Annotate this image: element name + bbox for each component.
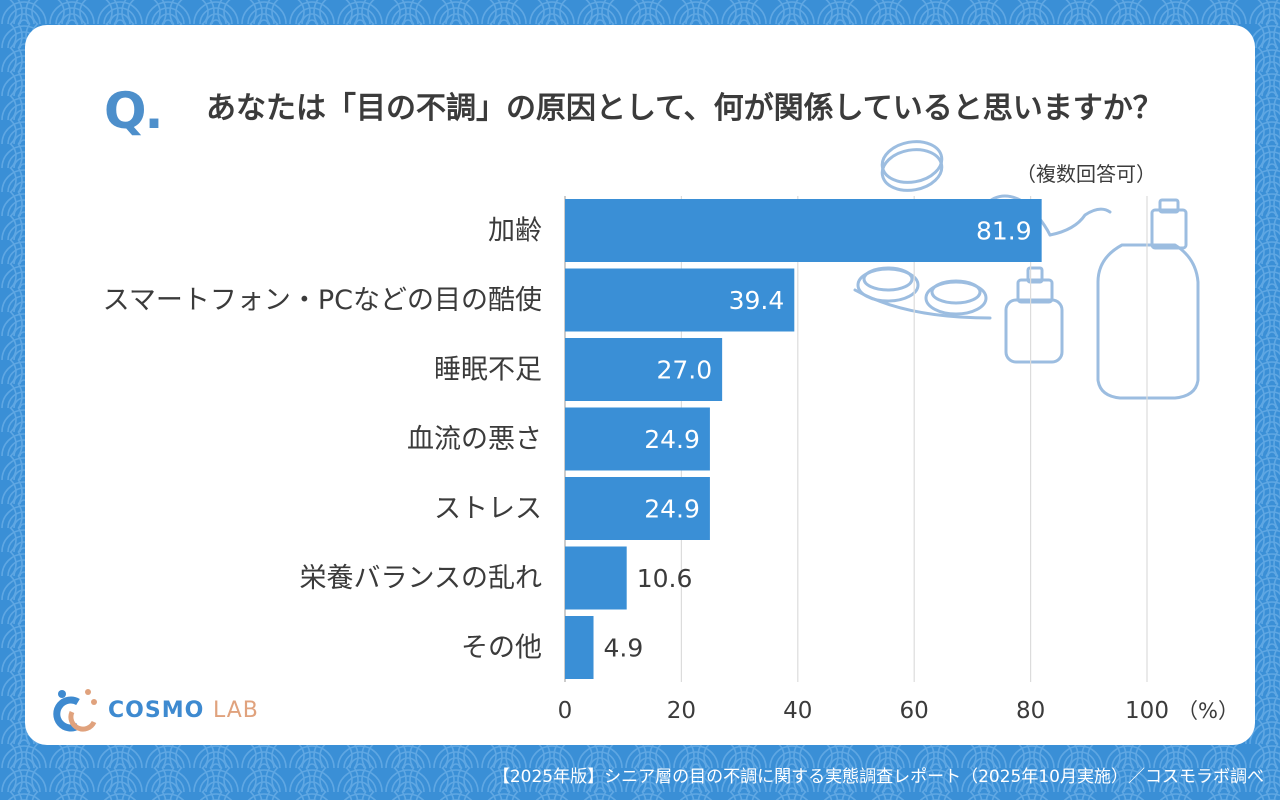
category-label-2: 睡眠不足 xyxy=(434,355,542,386)
x-tick-label-20: 20 xyxy=(667,698,696,724)
bar-1 xyxy=(565,268,795,332)
multiple-answer-note: （複数回答可） xyxy=(1016,162,1156,186)
x-tick-label-0: 0 xyxy=(558,698,573,724)
x-tick-label-80: 80 xyxy=(1016,698,1045,724)
x-tick-label-60: 60 xyxy=(900,698,929,724)
value-label-3: 24.9 xyxy=(644,425,700,454)
category-label-6: その他 xyxy=(461,633,542,664)
question-mark: Q. xyxy=(104,82,163,140)
bar-0 xyxy=(565,199,1042,262)
value-label-6: 4.9 xyxy=(604,634,644,663)
cosmo-lab-logo-text: COSMO LAB xyxy=(108,698,259,723)
category-label-4: ストレス xyxy=(434,494,542,525)
logo-sub-text: LAB xyxy=(212,698,259,723)
bar-6 xyxy=(565,616,594,679)
x-axis-unit: （%） xyxy=(1177,699,1239,723)
category-label-5: 栄養バランスの乱れ xyxy=(300,563,542,594)
bar-3 xyxy=(565,407,710,471)
bar-5 xyxy=(565,546,627,610)
x-tick-label-40: 40 xyxy=(783,698,812,724)
cosmo-lab-logo-icon xyxy=(53,689,97,732)
category-label-1: スマートフォン・PCなどの目の酷使 xyxy=(103,285,542,316)
question-title: あなたは「目の不調」の原因として、何が関係していると思いますか？ xyxy=(206,91,1163,126)
value-label-1: 39.4 xyxy=(729,286,785,315)
value-label-2: 27.0 xyxy=(656,356,712,385)
value-label-4: 24.9 xyxy=(644,495,700,524)
value-label-0: 81.9 xyxy=(976,217,1032,246)
bar-2 xyxy=(565,338,723,401)
category-label-0: 加齢 xyxy=(488,216,542,247)
source-footer: 【2025年版】シニア層の目の不調に関する実態調査レポート（2025年10月実施… xyxy=(492,767,1264,787)
bar-4 xyxy=(565,477,710,540)
x-tick-label-100: 100 xyxy=(1125,698,1169,724)
logo-main-text: COSMO xyxy=(108,698,205,723)
category-label-3: 血流の悪さ xyxy=(407,424,542,455)
value-label-5: 10.6 xyxy=(637,564,693,593)
